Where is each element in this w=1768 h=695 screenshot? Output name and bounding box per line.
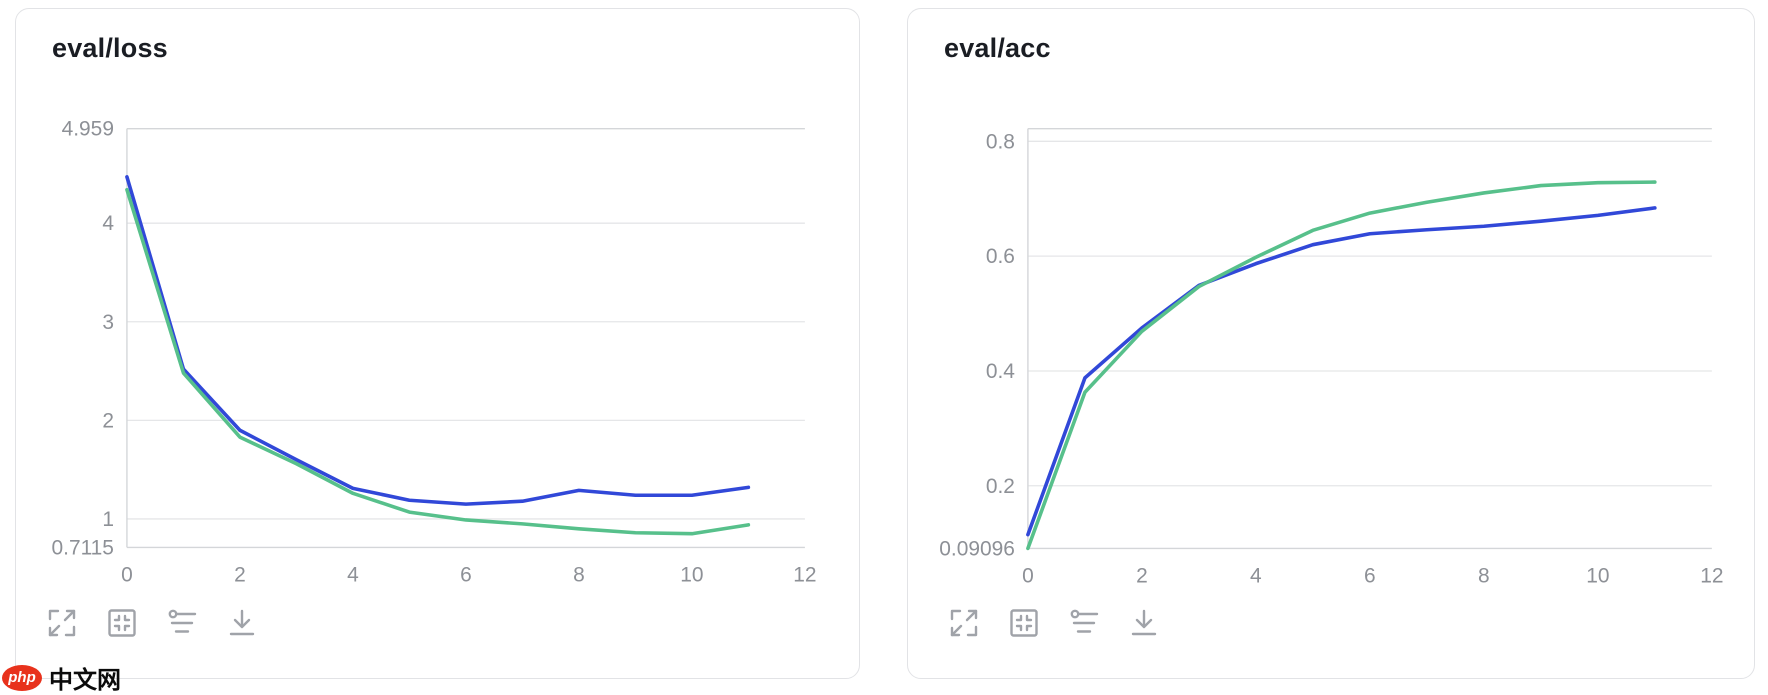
fit-view-icon[interactable]: [106, 607, 138, 639]
settings-icon[interactable]: [166, 607, 198, 639]
svg-text:10: 10: [1586, 564, 1609, 587]
svg-text:0.7115: 0.7115: [52, 536, 114, 559]
svg-text:2: 2: [1136, 564, 1148, 587]
chart-title: eval/acc: [944, 33, 1051, 63]
chart-toolbar: [46, 607, 258, 639]
watermark-text: 中文网: [49, 667, 121, 694]
loss-chart-plot: 4.959 4 3 2 1 0.7115 0 2 4 6 8 10 12: [52, 118, 817, 587]
chart-card-eval-loss: eval/loss 4.959 4 3 2 1 0.7115 0 2 4 6 8 10 12: [15, 8, 860, 679]
download-icon[interactable]: [1128, 607, 1160, 639]
svg-text:2: 2: [234, 563, 246, 586]
svg-text:0.8: 0.8: [986, 130, 1015, 153]
fullscreen-icon[interactable]: [948, 607, 980, 639]
fullscreen-icon[interactable]: [46, 607, 78, 639]
download-icon[interactable]: [226, 607, 258, 639]
settings-icon[interactable]: [1068, 607, 1100, 639]
svg-text:4: 4: [347, 563, 359, 586]
svg-text:0.2: 0.2: [986, 475, 1015, 498]
chart-title: eval/loss: [52, 33, 168, 63]
svg-text:0.4: 0.4: [986, 360, 1015, 383]
svg-text:0: 0: [1022, 564, 1034, 587]
svg-text:3: 3: [102, 311, 114, 334]
svg-text:6: 6: [1364, 564, 1376, 587]
svg-text:0: 0: [121, 563, 133, 586]
svg-text:1: 1: [102, 508, 114, 531]
svg-text:4: 4: [1250, 564, 1262, 587]
chart-toolbar: [948, 607, 1160, 639]
php-badge: php: [2, 664, 42, 691]
svg-text:4: 4: [102, 212, 114, 235]
svg-text:8: 8: [573, 563, 585, 586]
svg-text:0.6: 0.6: [986, 245, 1015, 268]
svg-text:6: 6: [460, 563, 472, 586]
acc-chart-plot: 0.8 0.6 0.4 0.2 0.09096 0 2 4 6 8 10 12: [939, 127, 1724, 587]
svg-text:12: 12: [1700, 564, 1723, 587]
svg-text:4.959: 4.959: [62, 118, 114, 141]
chart-card-eval-acc: eval/acc 0.8 0.6 0.4 0.2 0.09096 0 2 4 6 8 10 12: [907, 8, 1755, 679]
fit-view-icon[interactable]: [1008, 607, 1040, 639]
svg-text:0.09096: 0.09096: [939, 537, 1015, 560]
watermark: php 中文网: [2, 660, 121, 695]
svg-text:10: 10: [680, 563, 703, 586]
svg-text:12: 12: [793, 563, 816, 586]
svg-text:8: 8: [1478, 564, 1490, 587]
svg-text:2: 2: [102, 409, 114, 432]
